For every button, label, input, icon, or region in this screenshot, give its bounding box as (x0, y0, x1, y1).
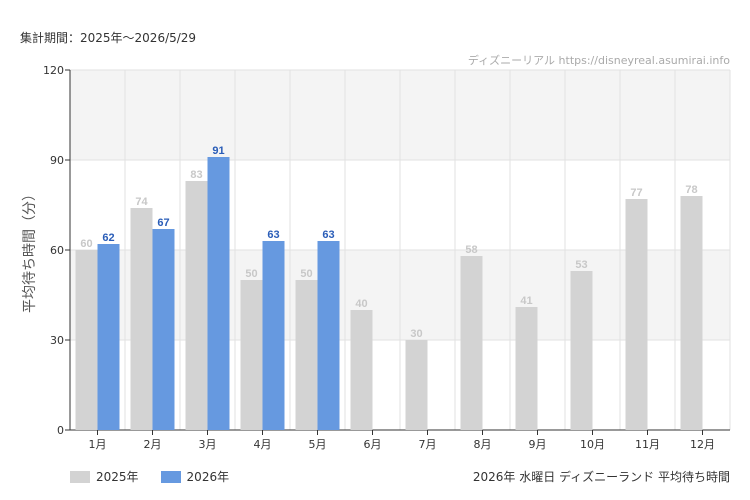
bar-value-label: 63 (267, 229, 279, 241)
y-tick-label: 0 (57, 424, 64, 437)
bar-value-label: 91 (212, 145, 224, 157)
bar-2025 (75, 250, 98, 430)
y-tick-label: 90 (50, 154, 64, 167)
bar-value-label: 41 (520, 295, 532, 307)
bar-value-label: 50 (300, 268, 312, 280)
bar-2026 (97, 244, 120, 430)
bar-value-label: 78 (685, 184, 697, 196)
bar-2025 (240, 280, 263, 430)
x-tick-label: 4月 (254, 438, 272, 451)
y-tick-label: 120 (43, 64, 64, 77)
y-axis-label: 平均待ち時間（分） (22, 187, 38, 313)
bar-value-label: 74 (135, 196, 148, 208)
bar-value-label: 58 (465, 244, 477, 256)
bar-value-label: 40 (355, 298, 367, 310)
x-tick-label: 7月 (419, 438, 437, 451)
x-tick-label: 10月 (580, 438, 605, 451)
bar-2025 (460, 256, 483, 430)
bar-2025 (350, 310, 373, 430)
x-tick-label: 1月 (89, 438, 107, 451)
legend-item-2025[interactable]: 2025年 (70, 468, 139, 485)
credit-text: ディズニーリアル https://disneyreal.asumirai.inf… (467, 54, 730, 67)
bar-2025 (405, 340, 428, 430)
bar-2025 (130, 208, 153, 430)
x-tick-label: 5月 (309, 438, 327, 451)
legend-swatch-2026 (160, 470, 181, 483)
legend-item-2026[interactable]: 2026年 (160, 468, 230, 485)
legend-swatch-2025 (70, 470, 90, 483)
bar-value-label: 62 (102, 232, 114, 244)
bar-value-label: 30 (410, 328, 422, 340)
bar-2026 (317, 241, 340, 430)
x-tick-label: 2月 (144, 438, 162, 451)
bar-2025 (570, 271, 593, 430)
bar-2026 (152, 229, 175, 430)
bar-2025 (625, 199, 648, 430)
x-tick-label: 3月 (199, 438, 217, 451)
bar-value-label: 60 (80, 238, 92, 250)
x-tick-label: 12月 (690, 438, 715, 451)
chart-footer-title: 2026年 水曜日 ディズニーランド 平均待ち時間 (472, 470, 730, 484)
bar-value-label: 50 (245, 268, 257, 280)
x-tick-label: 11月 (635, 438, 660, 451)
bar-value-label: 83 (190, 169, 202, 181)
legend-label-2026: 2026年 (186, 470, 230, 484)
legend-label-2025: 2025年 (96, 470, 139, 484)
bar-value-label: 53 (575, 259, 587, 271)
y-tick-label: 30 (50, 334, 64, 347)
bar-2025 (515, 307, 538, 430)
x-tick-label: 8月 (474, 438, 492, 451)
bar-value-label: 67 (157, 217, 169, 229)
bar-2026 (207, 157, 230, 430)
x-tick-label: 6月 (364, 438, 382, 451)
period-text: 集計期間：2025年～2026/5/29 (20, 31, 197, 45)
bar-2025 (295, 280, 318, 430)
y-tick-label: 60 (50, 244, 64, 257)
legend: 2025年 2026年 (70, 468, 229, 485)
bar-value-label: 77 (630, 187, 642, 199)
x-tick-label: 9月 (529, 438, 547, 451)
bar-2025 (185, 181, 208, 430)
bar-2025 (680, 196, 703, 430)
bar-value-label: 63 (322, 229, 334, 241)
bar-2026 (262, 241, 285, 430)
